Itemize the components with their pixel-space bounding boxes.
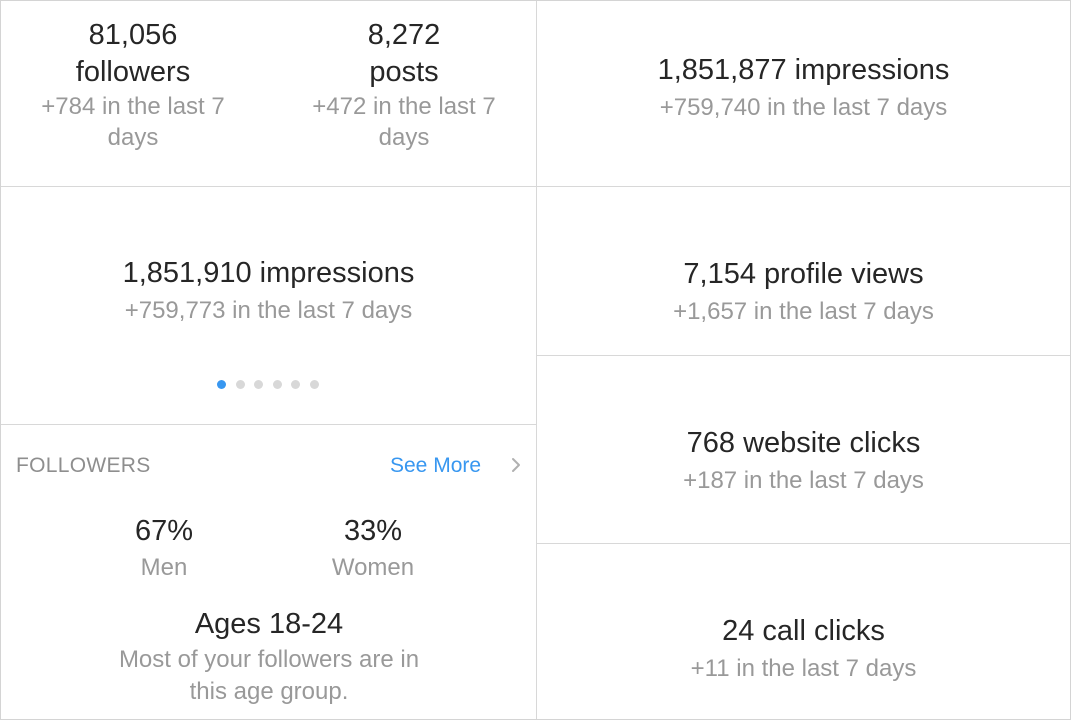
impressions-title: 1,851,910 impressions <box>122 257 415 289</box>
impressions-stat: 1,851,910 impressions +759,773 in the la… <box>1 255 536 326</box>
website-clicks-stat: 768 website clicks +187 in the last 7 da… <box>537 425 1070 496</box>
website-clicks-card[interactable]: 768 website clicks +187 in the last 7 da… <box>537 356 1070 544</box>
age-description-line-1: Most of your followers are in <box>118 646 420 673</box>
impressions-card[interactable]: 1,851,877 impressions +759,740 in the la… <box>537 1 1070 187</box>
impressions-change: +759,740 in the last 7 days <box>659 94 948 121</box>
see-more-link[interactable]: See More <box>390 454 482 477</box>
men-label: Men <box>140 554 188 581</box>
followers-demographics-card <box>1 425 537 719</box>
followers-change: +784 in the last 7 days <box>41 93 225 151</box>
pager-dot[interactable] <box>291 380 301 389</box>
men-percentage: 67% Men <box>84 513 244 587</box>
men-value: 67% <box>134 515 194 547</box>
followers-count[interactable]: 81,056 followers +784 in the last 7 days <box>33 17 233 153</box>
impressions-carousel-card[interactable]: 1,851,910 impressions +759,773 in the la… <box>1 187 537 425</box>
profile-views-title: 7,154 profile views <box>683 258 924 290</box>
call-clicks-stat: 24 call clicks +11 in the last 7 days <box>537 613 1070 684</box>
pager-dot-active[interactable] <box>217 380 226 389</box>
call-clicks-title: 24 call clicks <box>722 615 885 647</box>
profile-views-change: +1,657 in the last 7 days <box>673 298 934 325</box>
pager-dot[interactable] <box>235 380 245 389</box>
pager-dot[interactable] <box>254 380 264 389</box>
women-percentage: 33% Women <box>293 513 453 587</box>
profile-views-card[interactable]: 7,154 profile views +1,657 in the last 7… <box>537 187 1070 356</box>
posts-label: posts <box>369 56 439 88</box>
section-title: FOLLOWERS <box>16 454 151 477</box>
age-title: Ages 18-24 <box>194 608 344 640</box>
call-clicks-change: +11 in the last 7 days <box>690 655 917 682</box>
age-description-line-2: this age group. <box>189 678 349 705</box>
posts-change: +472 in the last 7 days <box>312 93 496 151</box>
posts-count[interactable]: 8,272 posts +472 in the last 7 days <box>304 17 504 153</box>
chevron-right-icon[interactable] <box>509 456 523 474</box>
call-clicks-card[interactable]: 24 call clicks +11 in the last 7 days <box>537 544 1070 719</box>
website-clicks-title: 768 website clicks <box>686 427 921 459</box>
impressions-change: +759,773 in the last 7 days <box>124 297 413 324</box>
pager-dot[interactable] <box>310 380 319 389</box>
followers-value: 81,056 <box>88 19 178 51</box>
posts-value: 8,272 <box>367 19 441 51</box>
women-value: 33% <box>343 515 403 547</box>
pager-dot[interactable] <box>272 380 282 389</box>
followers-label: followers <box>75 56 191 88</box>
counts-card: 81,056 followers +784 in the last 7 days… <box>1 1 537 187</box>
age-group: Ages 18-24 Most of your followers are in… <box>1 605 537 707</box>
impressions-title: 1,851,877 impressions <box>657 54 950 86</box>
profile-views-stat: 7,154 profile views +1,657 in the last 7… <box>537 256 1070 327</box>
impressions-stat: 1,851,877 impressions +759,740 in the la… <box>537 52 1070 123</box>
website-clicks-change: +187 in the last 7 days <box>683 467 924 494</box>
women-label: Women <box>331 554 415 581</box>
